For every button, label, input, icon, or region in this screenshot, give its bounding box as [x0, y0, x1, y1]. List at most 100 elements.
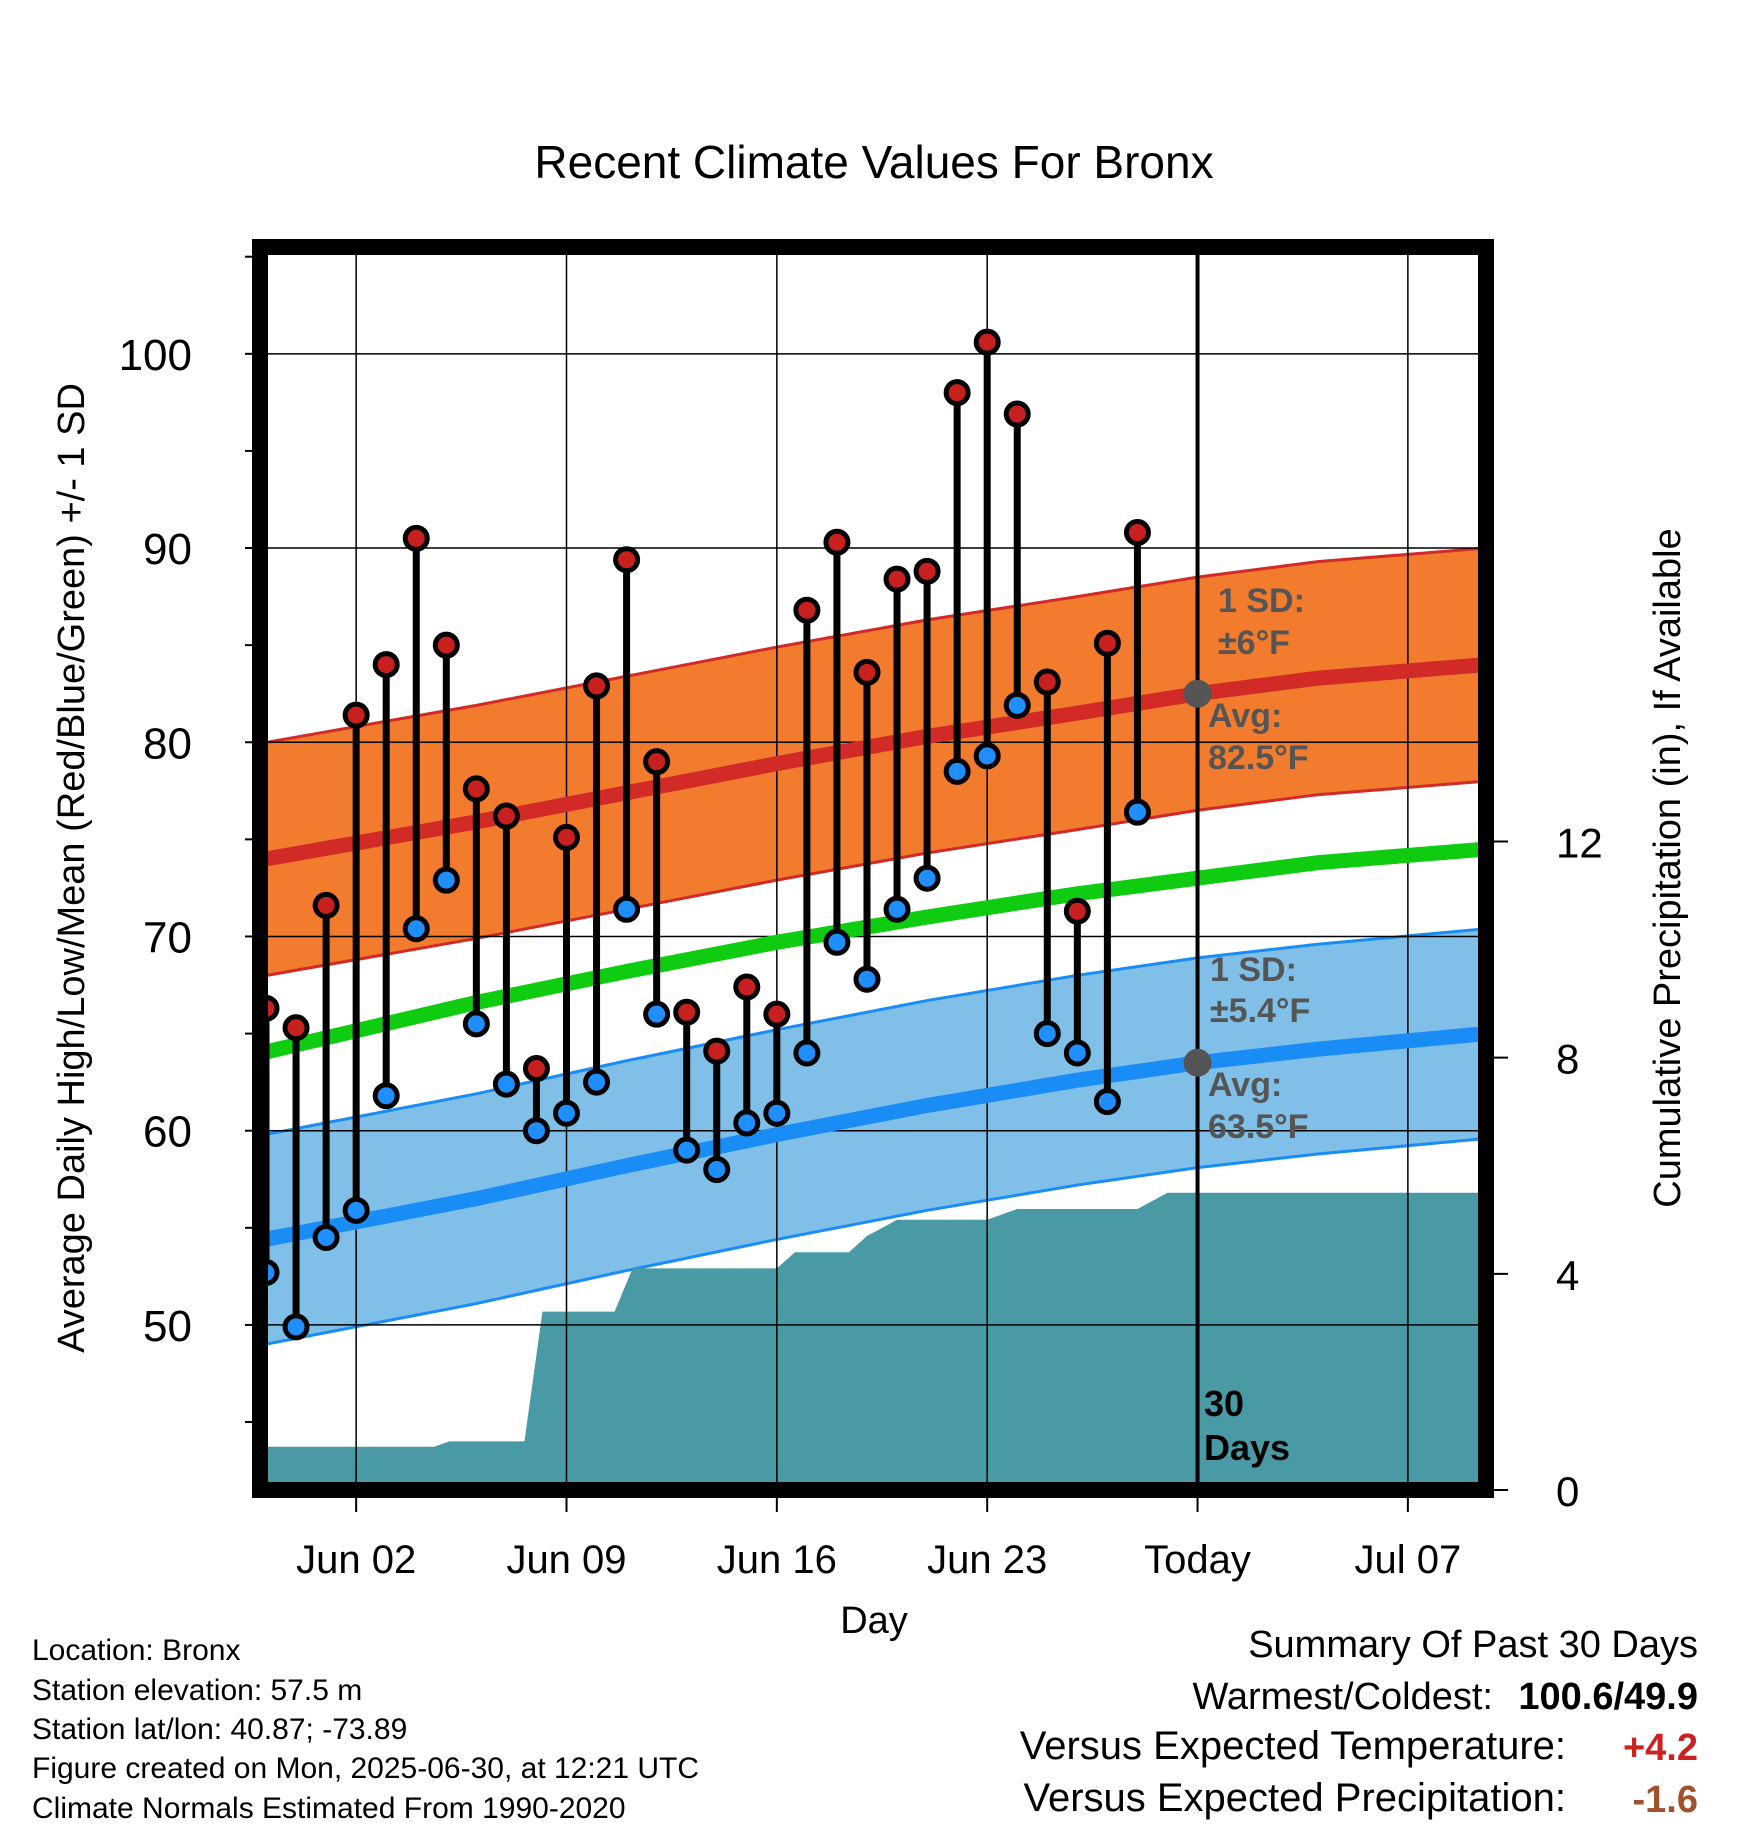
y-tick-label: 60 [143, 1108, 192, 1157]
low-point [1063, 1039, 1091, 1067]
y2-tick-label: 0 [1556, 1468, 1579, 1515]
high-point [793, 596, 821, 624]
low-point [823, 928, 851, 956]
low-point [853, 965, 881, 993]
x-tick-label: Jun 23 [927, 1538, 1047, 1582]
high-point [643, 748, 671, 776]
high-point [913, 557, 941, 585]
high-point [673, 998, 701, 1026]
y2-tick-label: 8 [1556, 1036, 1579, 1083]
info-elevation: Station elevation: 57.5 m [32, 1674, 362, 1707]
high-sd-label: 1 SD: [1218, 582, 1305, 620]
low-normal-line [260, 1026, 1486, 1249]
y-tick-label: 50 [143, 1302, 192, 1351]
high-point [613, 546, 641, 574]
x-tick-label: Jun 09 [506, 1538, 626, 1582]
low-point [703, 1156, 731, 1184]
low-point [733, 1109, 761, 1137]
high-point [402, 524, 430, 552]
high-point [1063, 897, 1091, 925]
y-axis-label: Average Daily High/Low/Mean (Red/Blue/Gr… [51, 383, 93, 1353]
high-avg-value: 82.5°F [1208, 739, 1309, 777]
low-point [643, 1000, 671, 1028]
high-point [1093, 629, 1121, 657]
low-avg-label: Avg: [1208, 1066, 1282, 1104]
today-marker [1183, 247, 1212, 1490]
y2-tick-label: 4 [1556, 1252, 1579, 1299]
low-point [883, 895, 911, 923]
summary-precip-label: Versus Expected Precipitation: [1023, 1776, 1566, 1820]
high-point [883, 565, 911, 593]
y-tick-label: 70 [143, 913, 192, 962]
low-point [613, 895, 641, 923]
low-sd-band-upper-edge [260, 927, 1486, 1138]
high-point [1123, 519, 1151, 547]
days-word: Days [1204, 1427, 1290, 1468]
low-sd-label: 1 SD: [1210, 951, 1297, 989]
low-sd-band-lower-edge [260, 1136, 1486, 1347]
info-location: Location: Bronx [32, 1634, 240, 1667]
low-point [282, 1313, 310, 1341]
low-point [1123, 798, 1151, 826]
x-tick-label: Jun 02 [296, 1538, 416, 1582]
low-point [522, 1117, 550, 1145]
daily-points [252, 328, 1151, 1341]
today-low-avg-dot [1183, 1048, 1212, 1077]
low-avg-value: 63.5°F [1208, 1108, 1309, 1146]
high-point [1033, 668, 1061, 696]
y-tick-label: 100 [119, 331, 192, 380]
plot-frame-border [252, 239, 1494, 1498]
low-point [312, 1224, 340, 1252]
info-created: Figure created on Mon, 2025-06-30, at 12… [32, 1752, 699, 1785]
low-point [342, 1196, 370, 1224]
today-high-avg-dot [1183, 679, 1212, 708]
high-point [943, 379, 971, 407]
high-point [823, 528, 851, 556]
summary-warmest-label: Warmest/Coldest: [1192, 1676, 1493, 1718]
summary-title: Summary Of Past 30 Days [1248, 1624, 1698, 1666]
x-tick-label: Today [1144, 1538, 1251, 1582]
days-number: 30 [1204, 1383, 1244, 1424]
low-point [553, 1099, 580, 1127]
high-point [312, 891, 340, 919]
y-tick-label: 90 [143, 525, 192, 574]
x-axis-label: Day [840, 1600, 908, 1642]
high-point [342, 701, 370, 729]
low-point [793, 1039, 821, 1067]
high-avg-label: Avg: [1208, 697, 1282, 735]
low-point [402, 915, 430, 943]
high-point [522, 1055, 550, 1083]
plot-frame [252, 239, 1494, 1498]
x-tick-label: Jun 16 [717, 1538, 837, 1582]
low-point [462, 1010, 490, 1038]
summary-precip-value: -1.6 [1633, 1779, 1698, 1821]
low-point [943, 757, 971, 785]
high-point [733, 973, 761, 1001]
x-tick-label: Jul 07 [1354, 1538, 1461, 1582]
high-point [853, 658, 881, 686]
summary-warmest-value: 100.6/49.9 [1518, 1676, 1698, 1718]
high-point [282, 1014, 310, 1042]
summary-temp-label: Versus Expected Temperature: [1020, 1724, 1566, 1768]
high-point [583, 672, 611, 700]
high-point [763, 1000, 791, 1028]
y-tick-label: 80 [143, 719, 192, 768]
low-point [492, 1070, 520, 1098]
high-point [1003, 400, 1031, 428]
low-point [372, 1082, 400, 1110]
high-point [462, 775, 490, 803]
low-point [432, 866, 460, 894]
high-point [372, 651, 400, 679]
high-point [492, 802, 520, 830]
high-point [553, 823, 580, 851]
low-point [1093, 1088, 1121, 1116]
high-point [432, 631, 460, 659]
info-latlon: Station lat/lon: 40.87; -73.89 [32, 1713, 407, 1746]
low-sd-value: ±5.4°F [1210, 992, 1310, 1030]
summary-temp-value: +4.2 [1623, 1727, 1698, 1769]
info-normals: Climate Normals Estimated From 1990-2020 [32, 1792, 626, 1825]
low-point [913, 864, 941, 892]
y2-axis-label: Cumulative Precipitation (in), If Availa… [1647, 528, 1689, 1207]
low-point [763, 1099, 791, 1127]
